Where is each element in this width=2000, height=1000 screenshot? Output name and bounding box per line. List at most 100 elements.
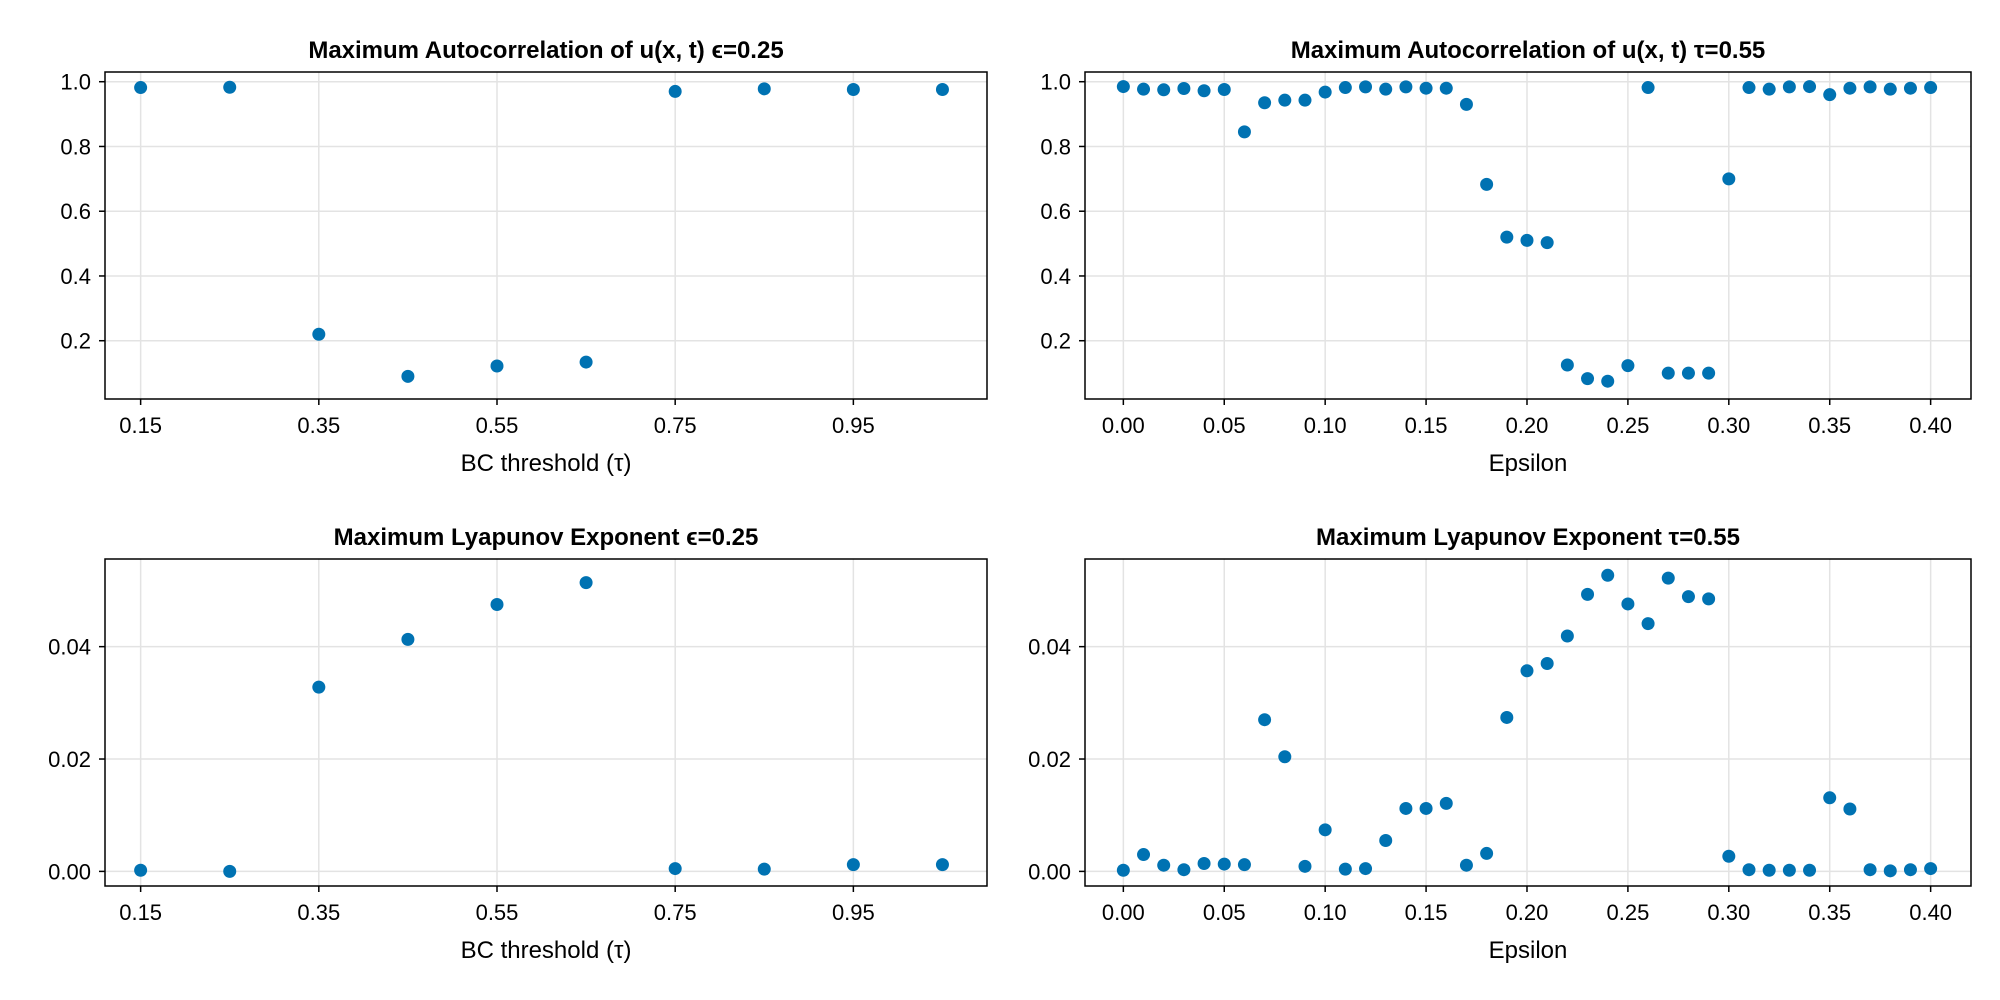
- plot-frame: [104, 71, 988, 400]
- x-tick-label: 0.40: [1909, 900, 1952, 925]
- y-tick-label: 0.6: [60, 199, 91, 224]
- x-tick-label: 0.15: [1405, 900, 1448, 925]
- x-tick-label: 0.30: [1707, 413, 1750, 438]
- chart-title: Maximum Lyapunov Exponent τ=0.55: [1316, 524, 1740, 551]
- x-tick-label: 0.05: [1203, 413, 1246, 438]
- data-point: [1742, 863, 1756, 877]
- data-point: [1722, 172, 1736, 186]
- x-tick-label: 0.35: [1808, 900, 1851, 925]
- y-tick-label: 0.04: [1028, 635, 1071, 660]
- data-point: [935, 82, 949, 96]
- data-point: [223, 80, 237, 94]
- data-point: [757, 862, 771, 876]
- data-point: [1581, 372, 1595, 386]
- data-point: [1157, 858, 1171, 872]
- data-point: [1338, 862, 1352, 876]
- x-tick-label: 0.20: [1506, 413, 1549, 438]
- x-axis-label: BC threshold (τ): [461, 937, 632, 964]
- y-tick-label: 0.2: [1040, 329, 1071, 354]
- data-point: [1641, 617, 1655, 631]
- data-point: [1278, 750, 1292, 764]
- data-point: [401, 632, 415, 646]
- data-point: [312, 327, 326, 341]
- data-point: [490, 598, 504, 612]
- x-tick-label: 0.10: [1304, 900, 1347, 925]
- data-point: [1924, 862, 1938, 876]
- chart-title: Maximum Lyapunov Exponent ϵ=0.25: [334, 524, 759, 551]
- x-tick-label: 0.15: [1405, 413, 1448, 438]
- data-point: [1863, 80, 1877, 94]
- data-point: [1621, 359, 1635, 373]
- x-tick-label: 0.00: [1102, 900, 1145, 925]
- x-tick-label: 0.20: [1506, 900, 1549, 925]
- y-tick-label: 0.8: [1040, 134, 1071, 159]
- data-point: [846, 858, 860, 872]
- data-point: [1924, 81, 1938, 95]
- data-point: [1399, 80, 1413, 94]
- x-tick-label: 0.05: [1203, 900, 1246, 925]
- data-point: [1157, 83, 1171, 97]
- data-point: [1278, 93, 1292, 107]
- data-point: [1601, 374, 1615, 388]
- y-tick-label: 0.4: [1040, 264, 1071, 289]
- panel-autocorrelation-vs-tau: 0.15 0.35 0.55 0.75 0.95 0.2 0.4 0.6 0.8 1.0 Maxim…: [60, 37, 988, 477]
- data-point: [1318, 823, 1332, 837]
- data-point: [1500, 710, 1514, 724]
- data-point: [1681, 590, 1695, 604]
- data-point: [846, 82, 860, 96]
- data-point: [1883, 82, 1897, 96]
- data-point: [1782, 80, 1796, 94]
- data-point: [1540, 657, 1554, 671]
- data-point: [1843, 802, 1857, 816]
- data-point: [1702, 366, 1716, 380]
- data-point: [1560, 629, 1574, 643]
- y-tick-label: 0.4: [60, 264, 91, 289]
- data-point: [1520, 664, 1534, 678]
- x-axis-label: Epsilon: [1489, 937, 1568, 964]
- data-point: [1379, 833, 1393, 847]
- x-axis-label: BC threshold (τ): [461, 450, 632, 477]
- data-point: [1480, 846, 1494, 860]
- data-point: [1137, 848, 1151, 862]
- data-point: [1258, 713, 1272, 727]
- data-point: [1298, 859, 1312, 873]
- x-tick-label: 0.35: [297, 900, 340, 925]
- data-point: [668, 84, 682, 98]
- x-tick-label: 0.95: [832, 413, 875, 438]
- data-point: [1237, 125, 1251, 139]
- data-point: [579, 355, 593, 369]
- data-point: [1116, 80, 1130, 94]
- panel-lyapunov-vs-epsilon: 0.00 0.05 0.10 0.15 0.20 0.25 0.30 0.35 0.40 0.00…: [1028, 524, 1972, 964]
- x-tick-label: 0.75: [654, 900, 697, 925]
- data-point: [1137, 82, 1151, 96]
- data-point: [1903, 81, 1917, 95]
- data-point: [1480, 177, 1494, 191]
- data-point: [1621, 597, 1635, 611]
- data-point: [935, 858, 949, 872]
- y-tick-label: 0.2: [60, 329, 91, 354]
- data-point: [757, 82, 771, 96]
- x-tick-label: 0.55: [476, 900, 519, 925]
- plot-frame: [1084, 558, 1972, 887]
- data-point: [1197, 84, 1211, 98]
- x-tick-label: 0.35: [1808, 413, 1851, 438]
- data-point: [1641, 81, 1655, 95]
- data-point: [1338, 81, 1352, 95]
- x-tick-label: 0.35: [297, 413, 340, 438]
- y-tick-label: 1.0: [60, 70, 91, 95]
- data-point: [1742, 81, 1756, 95]
- data-point: [579, 576, 593, 590]
- data-point: [1702, 592, 1716, 606]
- y-tick-label: 0.00: [48, 859, 91, 884]
- y-tick-label: 0.02: [48, 747, 91, 772]
- data-point: [668, 862, 682, 876]
- data-point: [1843, 81, 1857, 95]
- data-point: [1661, 571, 1675, 585]
- data-point: [1379, 82, 1393, 96]
- data-point: [1439, 81, 1453, 95]
- data-point: [1762, 82, 1776, 96]
- panel-lyapunov-vs-tau: 0.15 0.35 0.55 0.75 0.95 0.00 0.02 0.04 Maximum …: [48, 524, 988, 964]
- data-point: [1419, 801, 1433, 815]
- data-point: [1197, 857, 1211, 871]
- data-point: [312, 680, 326, 694]
